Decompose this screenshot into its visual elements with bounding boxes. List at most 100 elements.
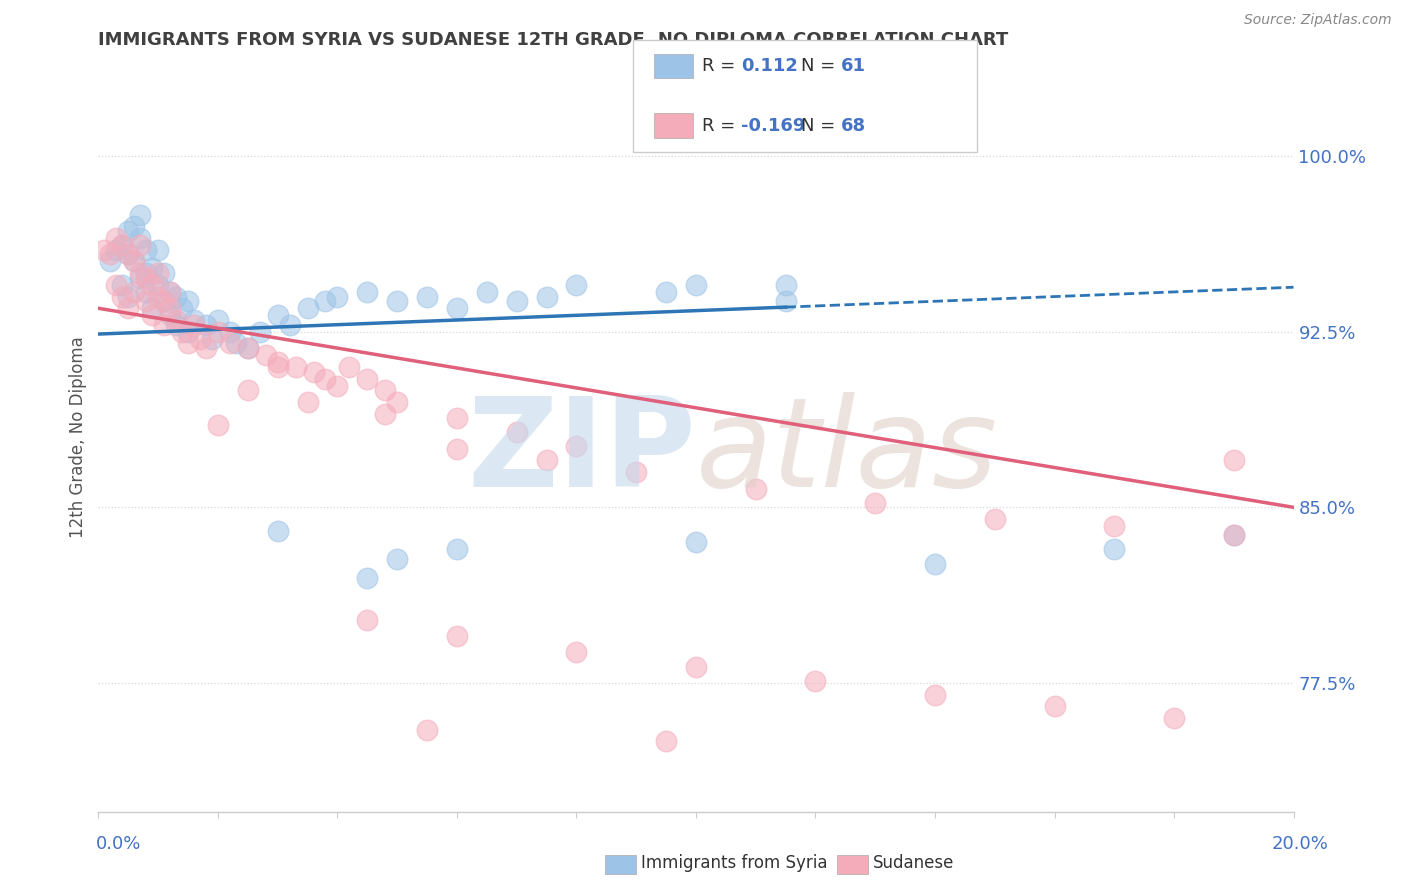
- Text: IMMIGRANTS FROM SYRIA VS SUDANESE 12TH GRADE, NO DIPLOMA CORRELATION CHART: IMMIGRANTS FROM SYRIA VS SUDANESE 12TH G…: [98, 31, 1008, 49]
- Point: [446, 629, 468, 643]
- Point: [172, 325, 194, 339]
- Point: [356, 571, 378, 585]
- Point: [315, 371, 337, 385]
- Point: [267, 524, 290, 538]
- Point: [159, 285, 181, 299]
- Point: [984, 512, 1007, 526]
- Point: [565, 277, 588, 292]
- Text: 0.0%: 0.0%: [96, 835, 141, 853]
- Point: [117, 301, 139, 316]
- Point: [159, 308, 181, 322]
- Point: [177, 325, 200, 339]
- Point: [446, 411, 468, 425]
- Point: [1223, 528, 1246, 542]
- Point: [141, 308, 163, 322]
- Point: [129, 208, 152, 222]
- Point: [446, 442, 468, 456]
- Point: [135, 285, 157, 299]
- Point: [183, 313, 205, 327]
- Point: [297, 301, 319, 316]
- Point: [98, 254, 122, 268]
- Point: [565, 645, 588, 659]
- Point: [124, 219, 146, 234]
- Point: [385, 395, 409, 409]
- Point: [278, 318, 301, 332]
- Point: [177, 336, 200, 351]
- Point: [236, 384, 259, 398]
- Y-axis label: 12th Grade, No Diploma: 12th Grade, No Diploma: [69, 336, 87, 538]
- Point: [385, 294, 409, 309]
- Point: [159, 301, 181, 316]
- Point: [117, 290, 139, 304]
- Point: [111, 238, 134, 252]
- Point: [105, 243, 128, 257]
- Point: [165, 313, 187, 327]
- Point: [745, 482, 768, 496]
- Point: [775, 277, 797, 292]
- Point: [195, 341, 218, 355]
- Point: [207, 313, 229, 327]
- Point: [284, 359, 307, 374]
- Point: [153, 294, 176, 309]
- Point: [124, 254, 146, 268]
- Point: [1104, 519, 1126, 533]
- Point: [153, 266, 176, 280]
- Point: [129, 266, 152, 280]
- Point: [249, 325, 271, 339]
- Point: [1223, 528, 1246, 542]
- Point: [135, 243, 157, 257]
- Text: Sudanese: Sudanese: [873, 855, 955, 872]
- Point: [148, 243, 170, 257]
- Point: [236, 341, 259, 355]
- Point: [165, 290, 187, 304]
- Text: N =: N =: [801, 117, 841, 135]
- Point: [446, 542, 468, 557]
- Point: [1223, 453, 1246, 467]
- Point: [446, 301, 468, 316]
- Point: [225, 336, 247, 351]
- Point: [267, 355, 290, 369]
- Point: [159, 285, 181, 299]
- Point: [98, 247, 122, 261]
- Point: [129, 231, 152, 245]
- Point: [416, 723, 439, 737]
- Point: [1043, 699, 1066, 714]
- Point: [148, 277, 170, 292]
- Point: [148, 266, 170, 280]
- Point: [105, 277, 128, 292]
- Point: [93, 243, 115, 257]
- Text: R =: R =: [702, 57, 741, 75]
- Point: [236, 341, 259, 355]
- Point: [117, 247, 139, 261]
- Point: [775, 294, 797, 309]
- Text: R =: R =: [702, 117, 741, 135]
- Point: [1104, 542, 1126, 557]
- Point: [207, 325, 229, 339]
- Point: [124, 254, 146, 268]
- Point: [475, 285, 498, 299]
- Point: [172, 301, 194, 316]
- Point: [315, 294, 337, 309]
- Point: [141, 301, 163, 316]
- Point: [685, 277, 707, 292]
- Point: [183, 318, 205, 332]
- Point: [188, 332, 211, 346]
- Point: [153, 318, 176, 332]
- Point: [117, 224, 139, 238]
- Point: [536, 290, 558, 304]
- Point: [105, 231, 128, 245]
- Point: [506, 425, 529, 440]
- Point: [626, 465, 648, 479]
- Point: [267, 308, 290, 322]
- Point: [254, 348, 277, 362]
- Text: Source: ZipAtlas.com: Source: ZipAtlas.com: [1244, 13, 1392, 28]
- Point: [207, 418, 229, 433]
- Point: [565, 439, 588, 453]
- Point: [655, 285, 678, 299]
- Point: [865, 496, 887, 510]
- Point: [111, 277, 134, 292]
- Point: [219, 336, 242, 351]
- Point: [655, 734, 678, 748]
- Point: [195, 318, 218, 332]
- Point: [385, 551, 409, 566]
